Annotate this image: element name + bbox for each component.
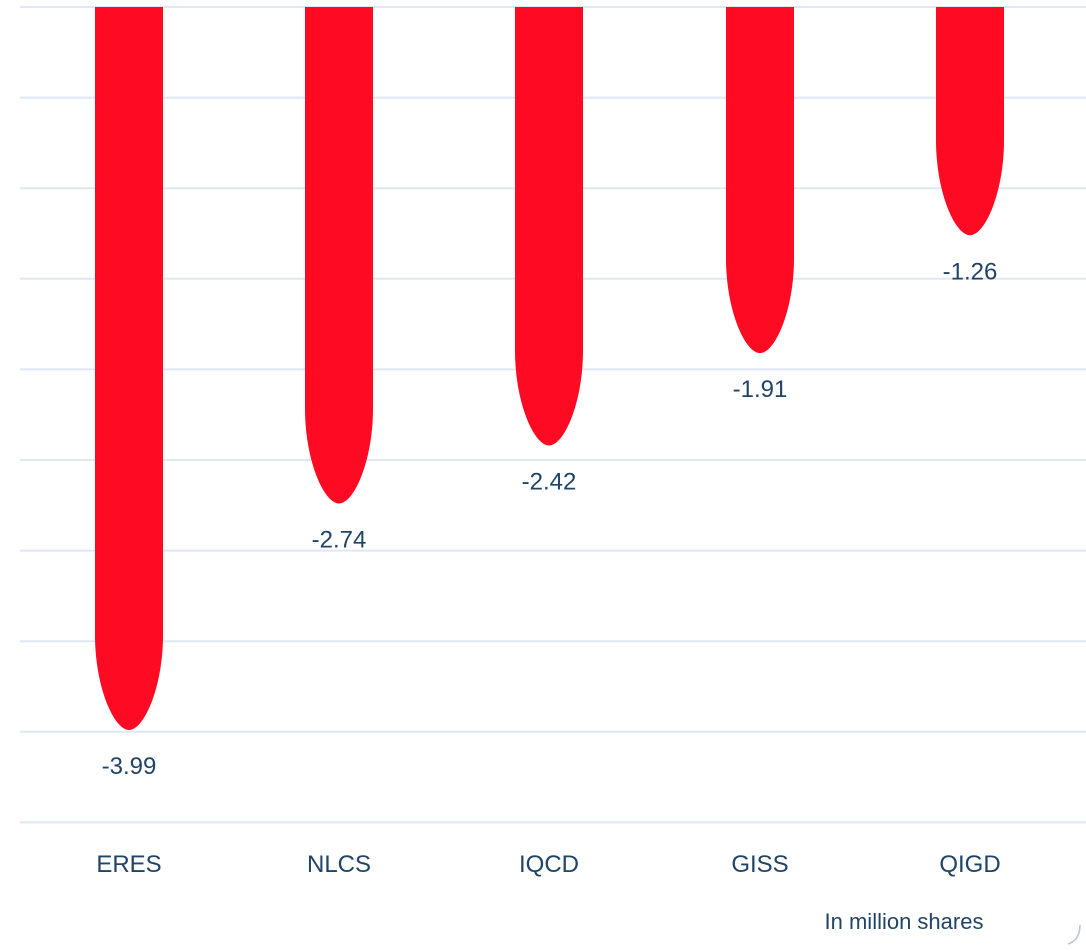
tick-label-iqcd: IQCD (519, 851, 579, 878)
tick-label-giss: GISS (731, 851, 788, 878)
tick-label-eres: ERES (96, 851, 161, 878)
bar-iqcd (515, 7, 583, 446)
value-labels: -3.99 -2.74 -2.42 -1.91 -1.26 (102, 258, 998, 780)
bar-nlcs (305, 7, 373, 504)
bars (95, 7, 1004, 730)
bar-qigd (936, 7, 1004, 236)
tick-label-qigd: QIGD (939, 851, 1000, 878)
value-label-nlcs: -2.74 (312, 526, 367, 553)
bar-giss (726, 7, 794, 354)
corner-resize-mark (1067, 924, 1081, 945)
bar-eres (95, 7, 163, 730)
value-label-qigd: -1.26 (943, 258, 998, 285)
value-label-eres: -3.99 (102, 753, 157, 780)
value-label-giss: -1.91 (733, 376, 788, 403)
value-label-iqcd: -2.42 (522, 469, 577, 496)
x-axis-tick-labels: ERES NLCS IQCD GISS QIGD (96, 851, 1000, 878)
unit-label: In million shares (825, 909, 984, 934)
tick-label-nlcs: NLCS (307, 851, 371, 878)
